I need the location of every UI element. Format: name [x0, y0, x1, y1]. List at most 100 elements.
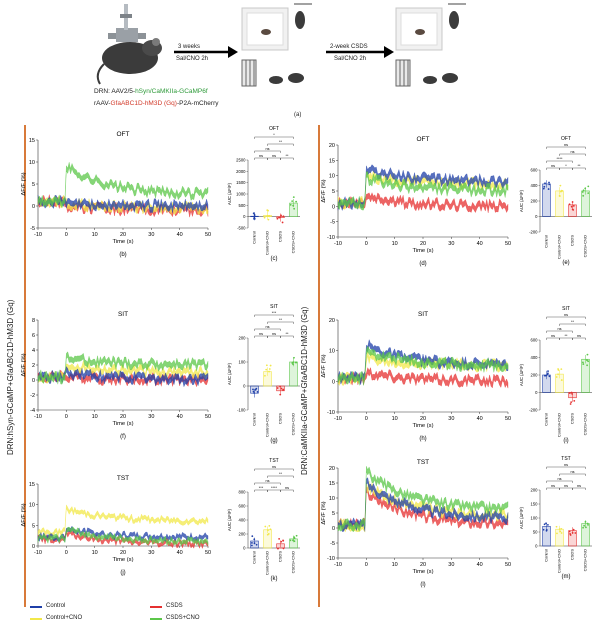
significance-bracket	[559, 323, 586, 326]
y-axis-label: ΔF/F (%)	[21, 353, 27, 376]
group-label: Control+CNO	[265, 551, 270, 575]
data-point	[268, 215, 271, 218]
significance-label: ns	[551, 334, 555, 338]
panel-label-k: (k)	[271, 576, 278, 582]
cage-icon	[395, 59, 411, 87]
x-tick-label: 50	[505, 241, 511, 247]
data-point	[268, 368, 271, 370]
data-point	[568, 530, 571, 533]
y-tick-label: 100	[531, 516, 539, 521]
y-axis-label: ΔF/F (%)	[321, 501, 327, 524]
significance-label: ***	[272, 311, 277, 315]
y-tick-label: 400	[531, 183, 539, 188]
y-tick-label: 0	[535, 390, 538, 395]
data-point	[251, 535, 254, 538]
group-label: CSDS	[570, 235, 575, 246]
x-tick-label: 40	[477, 562, 483, 568]
significance-label: ns	[259, 332, 263, 336]
y-tick-label: -4	[30, 408, 35, 414]
protocol-step2-sub: Sal/CNO 2h	[334, 56, 367, 62]
y-tick-label: 5	[32, 523, 35, 529]
y-tick-label: 200	[239, 336, 247, 341]
bar-chart-title: SIT	[562, 306, 570, 312]
significance-label: ****	[557, 157, 563, 161]
significance-bracket	[254, 150, 281, 153]
chart-title: OFT	[117, 131, 130, 138]
data-point	[545, 528, 548, 531]
data-point	[266, 533, 269, 536]
y-tick-label: -200	[529, 230, 538, 235]
significance-label: **	[279, 140, 282, 144]
data-point	[280, 540, 283, 543]
data-point	[546, 373, 549, 376]
data-point	[250, 544, 253, 547]
group-label: Control	[544, 235, 549, 248]
significance-bracket	[280, 157, 294, 160]
y-tick-label: 400	[239, 518, 247, 523]
x-tick-label: 0	[365, 416, 368, 422]
y-tick-label: 6	[32, 333, 35, 339]
data-point	[586, 353, 589, 356]
virus1-promoter: hSyn/CaMKIIa	[135, 88, 177, 95]
data-point	[265, 364, 268, 367]
data-point	[268, 524, 271, 527]
data-point	[292, 361, 295, 364]
data-point	[571, 392, 574, 395]
x-axis-label: Time (s)	[412, 248, 433, 254]
data-point	[289, 539, 292, 542]
significance-label: ns	[259, 154, 263, 158]
data-point	[267, 209, 269, 212]
significance-bracket	[546, 316, 586, 319]
y-tick-label: 20	[329, 143, 335, 149]
panel-label-l: (l)	[420, 582, 425, 588]
y-tick-label: 8	[32, 318, 35, 324]
y-tick-label: -10	[327, 235, 335, 241]
significance-bracket	[267, 157, 281, 160]
x-tick-label: 20	[420, 562, 426, 568]
y-tick-label: 0	[32, 378, 35, 384]
group-label: Control	[252, 231, 257, 244]
data-point	[572, 209, 575, 211]
group-label: CSDS+CNO	[291, 231, 296, 253]
legend: Control CSDS Control+CNO CSDS+CNO	[30, 603, 330, 629]
data-point	[569, 403, 572, 405]
data-point	[582, 189, 585, 192]
significance-bracket	[572, 167, 586, 170]
data-point	[582, 361, 584, 364]
bar-chart-title: TST	[269, 458, 278, 464]
data-point	[545, 522, 547, 525]
x-tick-label: 20	[420, 416, 426, 422]
data-point	[293, 536, 296, 539]
group-label: CSDS	[278, 551, 283, 562]
legend-swatch-csds	[150, 606, 162, 608]
significance-bracket	[280, 489, 294, 492]
significance-bracket	[572, 487, 586, 490]
series-csds-cno	[337, 171, 509, 211]
panel-label-e: (e)	[562, 260, 569, 266]
data-point	[581, 191, 584, 193]
x-tick-label: 0	[365, 241, 368, 247]
significance-label: ns	[564, 313, 568, 317]
significance-label: ns	[564, 484, 568, 488]
y-tick-label: 1500	[236, 180, 246, 185]
x-axis-label: Time (s)	[112, 421, 133, 427]
significance-label: ns	[577, 334, 581, 338]
significance-label: ns	[564, 463, 568, 467]
y-tick-label: 150	[531, 502, 539, 507]
y-tick-label: 0	[243, 384, 246, 389]
x-tick-label: 50	[205, 550, 211, 556]
y-tick-label: 0	[332, 379, 335, 385]
data-point	[548, 183, 551, 186]
legend-label-control-cno: Control+CNO	[46, 615, 83, 621]
data-point	[252, 212, 255, 215]
x-tick-label: 40	[177, 550, 183, 556]
legend-swatch-csds-cno	[150, 618, 162, 620]
protocol-illustration	[96, 3, 466, 87]
group-label: CSDS+CNO	[291, 413, 296, 435]
significance-bracket	[546, 160, 573, 163]
y-tick-label: 10	[329, 174, 335, 180]
y-axis-label: ΔF/F (%)	[21, 503, 27, 526]
panel-label-c: (c)	[271, 256, 278, 262]
data-point	[560, 368, 563, 371]
